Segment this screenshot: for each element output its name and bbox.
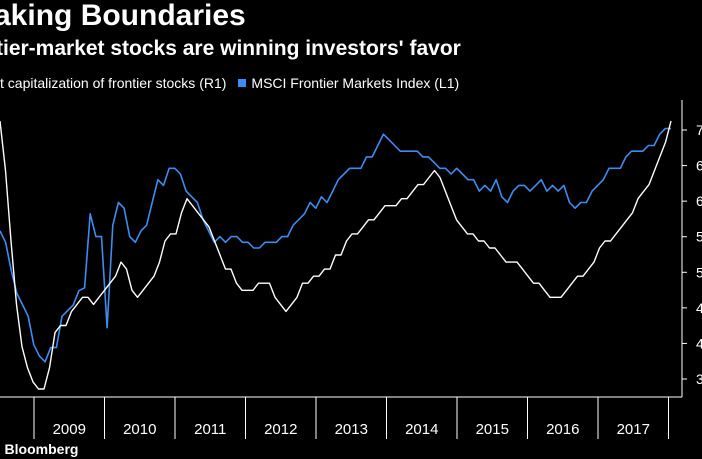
x-tick-label: 2011 xyxy=(194,421,226,438)
y-tick-label-right: 4 xyxy=(696,300,702,316)
y-tick-label-right: 5 xyxy=(696,229,702,245)
x-tick-label: 2015 xyxy=(476,421,509,438)
y-tick-label-right: 3 xyxy=(696,371,702,387)
x-tick-label: 2016 xyxy=(546,421,579,438)
x-tick-label: 2014 xyxy=(405,421,438,438)
y-tick-label-right: 5 xyxy=(696,264,702,280)
chart-subtitle: tier-market stocks are winning investors… xyxy=(0,37,461,60)
chart-title: aking Boundaries xyxy=(0,0,246,32)
x-tick-label: 2012 xyxy=(264,421,297,438)
x-tick-label: 2017 xyxy=(617,421,650,438)
plot-area: 2009 2010 2011 2012 2013 2014 2015 2016 2017 7 6 6 5… xyxy=(0,100,702,439)
legend-item-msci-index: MSCI Frontier Markets Index (L1) xyxy=(226,74,459,92)
chart-legend: t capitalization of frontier stocks (R1)… xyxy=(0,74,459,92)
x-tick-label: 2010 xyxy=(123,421,156,438)
x-tick-label: 2013 xyxy=(335,421,368,438)
y-tick-label-right: 6 xyxy=(696,193,702,209)
y-tick-label-right: 4 xyxy=(696,335,702,351)
legend-label-market-cap: t capitalization of frontier stocks (R1) xyxy=(0,75,227,91)
legend-swatch-msci-index xyxy=(238,79,247,87)
y-tick-label-right: 6 xyxy=(696,158,702,174)
source-note: : Bloomberg xyxy=(0,441,79,457)
x-tick-label: 2009 xyxy=(53,421,86,438)
legend-item-market-cap: t capitalization of frontier stocks (R1) xyxy=(0,74,226,92)
legend-label-msci-index: MSCI Frontier Markets Index (L1) xyxy=(251,75,460,91)
y-tick-label-right: 7 xyxy=(696,122,702,138)
series-line-msci-index xyxy=(0,127,671,363)
series-line-market-cap xyxy=(0,120,672,390)
